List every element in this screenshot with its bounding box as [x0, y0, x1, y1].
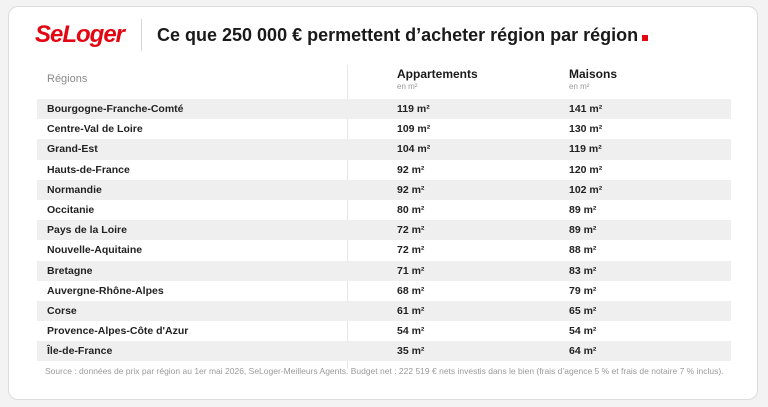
houses-cell: 89 m²	[569, 203, 597, 216]
header-houses-unit: en m²	[569, 82, 590, 91]
region-cell: Hauts-de-France	[47, 163, 130, 176]
table-row: Bourgogne-Franche-Comté 119 m² 141 m²	[37, 99, 731, 120]
region-cell: Corse	[47, 304, 77, 317]
houses-cell: 64 m²	[569, 345, 597, 358]
apartments-cell: 109 m²	[397, 123, 431, 136]
region-cell: Provence-Alpes-Côte d'Azur	[47, 325, 189, 338]
table-row: Provence-Alpes-Côte d'Azur 54 m² 54 m²	[37, 321, 731, 341]
houses-cell: 102 m²	[569, 183, 603, 196]
apartments-cell: 68 m²	[397, 284, 425, 297]
houses-cell: 83 m²	[569, 264, 597, 277]
houses-cell: 89 m²	[569, 224, 597, 237]
header-regions: Régions	[47, 73, 88, 85]
table-row: Normandie 92 m² 102 m²	[37, 179, 731, 200]
column-separator	[347, 65, 348, 369]
region-cell: Normandie	[47, 183, 102, 196]
apartments-cell: 92 m²	[397, 163, 425, 176]
table-row: Occitanie 80 m² 89 m²	[37, 200, 731, 220]
region-cell: Île-de-France	[47, 345, 113, 358]
table-row: Centre-Val de Loire 109 m² 130 m²	[37, 119, 731, 139]
apartments-cell: 92 m²	[397, 183, 425, 196]
region-cell: Auvergne-Rhône-Alpes	[47, 284, 164, 297]
houses-cell: 65 m²	[569, 304, 597, 317]
header-apartments: Appartements en m²	[397, 67, 478, 91]
region-cell: Occitanie	[47, 203, 95, 216]
houses-cell: 120 m²	[569, 163, 603, 176]
table-row: Île-de-France 35 m² 64 m²	[37, 341, 731, 362]
apartments-cell: 104 m²	[397, 143, 431, 156]
apartments-cell: 35 m²	[397, 345, 425, 358]
houses-cell: 88 m²	[569, 244, 597, 257]
houses-cell: 119 m²	[569, 143, 602, 156]
apartments-cell: 61 m²	[397, 304, 425, 317]
table-header: Régions Appartements en m² Maisons en m²	[37, 65, 731, 99]
table-row: Auvergne-Rhône-Alpes 68 m² 79 m²	[37, 281, 731, 301]
seloger-logo: SeLoger	[35, 21, 125, 48]
table-row: Bretagne 71 m² 83 m²	[37, 260, 731, 281]
houses-cell: 130 m²	[569, 123, 603, 136]
region-cell: Centre-Val de Loire	[47, 123, 143, 136]
region-cell: Grand-Est	[47, 143, 98, 156]
region-cell: Bretagne	[47, 264, 93, 277]
table-row: Corse 61 m² 65 m²	[37, 300, 731, 322]
region-cell: Pays de la Loire	[47, 224, 127, 237]
apartments-cell: 72 m²	[397, 224, 425, 237]
page-title-text: Ce que 250 000 € permettent d’acheter ré…	[157, 25, 639, 45]
region-cell: Bourgogne-Franche-Comté	[47, 103, 184, 115]
apartments-cell: 54 m²	[397, 325, 425, 338]
page-title: Ce que 250 000 € permettent d’acheter ré…	[157, 25, 649, 46]
title-accent-square	[642, 35, 649, 41]
price-table: Régions Appartements en m² Maisons en m²…	[37, 65, 731, 369]
table-row: Pays de la Loire 72 m² 89 m²	[37, 220, 731, 241]
header-houses: Maisons en m²	[569, 67, 617, 91]
apartments-cell: 119 m²	[397, 103, 430, 115]
infographic-card: SeLoger Ce que 250 000 € permettent d’ac…	[8, 6, 758, 400]
table-row: Nouvelle-Aquitaine 72 m² 88 m²	[37, 240, 731, 260]
houses-cell: 79 m²	[569, 284, 597, 297]
table-row: Hauts-de-France 92 m² 120 m²	[37, 160, 731, 180]
header-apartments-label: Appartements	[397, 67, 478, 81]
apartments-cell: 71 m²	[397, 264, 425, 277]
table-body: Bourgogne-Franche-Comté 119 m² 141 m² Centr…	[37, 99, 731, 362]
table-row: Grand-Est 104 m² 119 m²	[37, 139, 731, 160]
header: SeLoger Ce que 250 000 € permettent d’ac…	[9, 7, 757, 63]
region-cell: Nouvelle-Aquitaine	[47, 244, 143, 257]
houses-cell: 54 m²	[569, 325, 597, 338]
apartments-cell: 72 m²	[397, 244, 425, 257]
header-houses-label: Maisons	[569, 67, 618, 81]
houses-cell: 141 m²	[569, 103, 603, 115]
apartments-cell: 80 m²	[397, 203, 425, 216]
header-apartments-unit: en m²	[397, 82, 418, 91]
source-note: Source : données de prix par région au 1…	[45, 366, 724, 376]
header-divider	[141, 19, 142, 51]
